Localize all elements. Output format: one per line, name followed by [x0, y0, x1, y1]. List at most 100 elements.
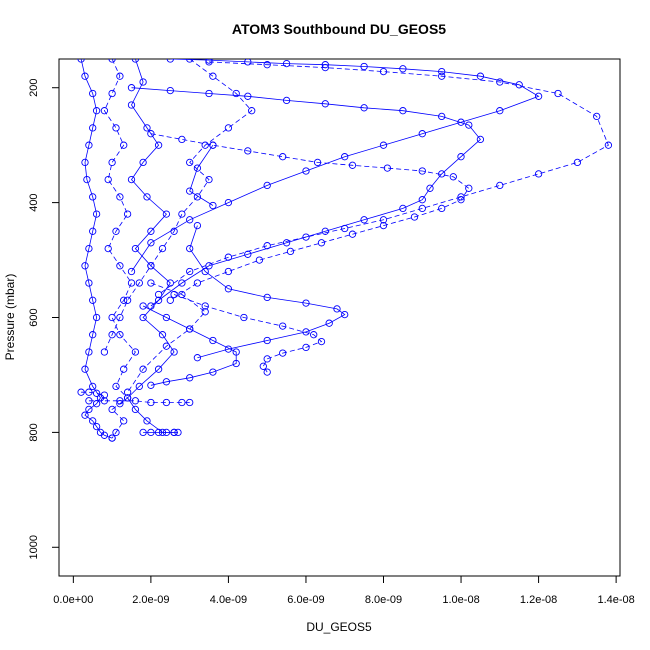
data-point: [147, 130, 155, 138]
data-point: [321, 100, 329, 108]
data-point: [209, 368, 217, 376]
data-point: [282, 59, 291, 68]
data-point: [162, 210, 171, 218]
data-point: [139, 313, 147, 322]
data-point: [120, 296, 128, 304]
data-point: [116, 400, 124, 408]
data-point: [154, 296, 163, 304]
data-point: [496, 181, 504, 190]
data-point: [224, 198, 233, 207]
data-point: [279, 322, 287, 330]
data-point: [100, 348, 109, 356]
data-point: [201, 308, 209, 316]
profile-13: [186, 141, 217, 210]
data-point: [438, 67, 446, 76]
data-point: [418, 204, 426, 213]
data-point: [263, 336, 271, 345]
data-point: [186, 187, 194, 195]
data-point: [85, 397, 93, 405]
data-point: [410, 213, 419, 221]
profile-10: [170, 290, 326, 376]
data-point: [123, 296, 132, 304]
data-point: [123, 394, 132, 402]
data-point: [100, 431, 109, 439]
data-point: [554, 89, 562, 98]
data-point: [379, 216, 388, 224]
data-point: [81, 262, 89, 270]
data-point: [457, 153, 465, 161]
data-point: [178, 135, 186, 144]
data-point: [112, 428, 120, 437]
data-point: [147, 428, 155, 437]
x-axis-ticks: 0.0e+00 2.0e-09 4.0e-09 6.0e-09 8.0e-09 1.0e-…: [53, 575, 635, 606]
data-point: [139, 78, 147, 86]
data-point: [186, 216, 194, 224]
profile-5: [127, 59, 543, 276]
data-point: [457, 196, 465, 204]
profile-line: [81, 391, 105, 396]
data-point: [112, 382, 120, 391]
data-point: [341, 310, 349, 319]
data-point: [127, 279, 136, 287]
data-point: [154, 141, 163, 149]
data-point: [209, 201, 217, 210]
data-point: [573, 158, 582, 167]
profile-line: [142, 305, 237, 386]
data-point: [201, 302, 209, 310]
data-point: [178, 398, 186, 407]
data-point: [244, 92, 252, 100]
data-point: [259, 362, 267, 370]
data-point: [193, 279, 202, 287]
data-point: [496, 78, 504, 86]
data-point: [120, 141, 128, 149]
profile-9: [186, 221, 349, 362]
data-point: [162, 398, 171, 407]
profile-6: [154, 59, 613, 299]
data-point: [224, 124, 233, 132]
data-point: [116, 262, 124, 270]
data-point: [341, 153, 349, 161]
data-point: [205, 175, 213, 184]
data-point: [178, 279, 186, 287]
data-point: [286, 247, 295, 256]
data-point: [162, 342, 171, 350]
x-tick-label: 4.0e-09: [210, 594, 247, 606]
data-point: [399, 65, 407, 73]
data-point: [534, 92, 543, 100]
data-point: [186, 374, 194, 382]
data-point: [131, 59, 140, 63]
data-point: [139, 365, 147, 373]
data-point: [89, 296, 97, 304]
y-axis-ticks: 200 400 600 800 1000: [28, 79, 60, 560]
profile-3: [123, 59, 178, 437]
profile-14: [85, 397, 194, 407]
data-point: [457, 118, 465, 126]
data-point: [302, 299, 310, 307]
data-point: [263, 61, 271, 69]
profile-line: [189, 144, 214, 206]
data-point: [205, 59, 213, 66]
data-point: [100, 397, 109, 405]
data-point: [81, 72, 89, 80]
data-point: [224, 267, 233, 276]
data-point: [170, 428, 178, 437]
data-point: [108, 313, 116, 322]
data-point: [147, 279, 155, 287]
data-point: [255, 256, 264, 264]
data-point: [81, 365, 89, 373]
data-point: [279, 153, 287, 161]
data-point: [321, 227, 329, 235]
data-point: [112, 227, 120, 235]
data-point: [104, 175, 112, 184]
data-point: [383, 164, 392, 172]
data-point: [263, 293, 271, 302]
data-point: [178, 290, 186, 299]
data-point: [158, 331, 167, 339]
profile-16: [77, 388, 109, 399]
data-point: [438, 72, 446, 80]
data-point: [534, 170, 543, 178]
data-point: [496, 107, 504, 115]
data-point: [593, 112, 601, 121]
data-point: [100, 391, 109, 399]
